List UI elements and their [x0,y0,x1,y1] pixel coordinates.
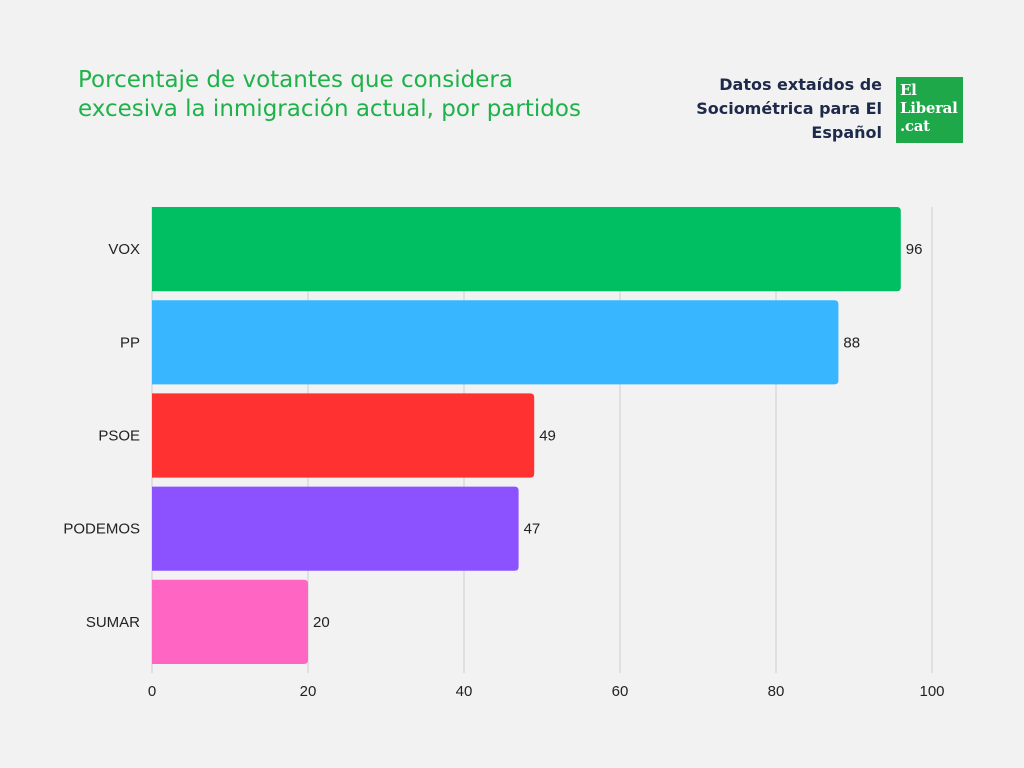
bar-pp [152,300,839,385]
labels: 0 20 40 60 80 100 VOX 96 PP 88 PSOE 49 PODEMOS 47 SUMA… [63,241,944,700]
category-label: PSOE [98,428,140,445]
value-label: 49 [539,428,556,445]
x-tick-label: 0 [148,683,156,700]
bar-psoe [152,393,535,478]
bar-podemos [152,486,519,571]
x-tick-label: 40 [456,683,473,700]
logo-line-1: El [900,81,917,99]
source-note: Datos extaídos de Sociométrica para El E… [696,75,882,142]
value-label: 88 [843,334,860,351]
category-label: VOX [108,241,140,258]
logo-line-3: .cat [900,117,930,135]
chart-title: Porcentaje de votantes que considera exc… [78,67,581,122]
x-tick-label: 60 [612,683,629,700]
x-tick-label: 80 [768,683,785,700]
bar-vox [152,207,901,292]
value-label: 20 [313,614,330,631]
value-label: 96 [906,241,923,258]
value-label: 47 [524,521,541,538]
x-tick-label: 100 [919,683,944,700]
category-label: SUMAR [86,614,140,631]
bar-sumar [152,579,308,664]
category-label: PP [120,334,140,351]
category-label: PODEMOS [63,521,140,538]
x-tick-label: 20 [300,683,317,700]
el-liberal-logo: El Liberal .cat [896,77,963,143]
logo-line-2: Liberal [900,99,958,117]
bars [152,207,901,664]
